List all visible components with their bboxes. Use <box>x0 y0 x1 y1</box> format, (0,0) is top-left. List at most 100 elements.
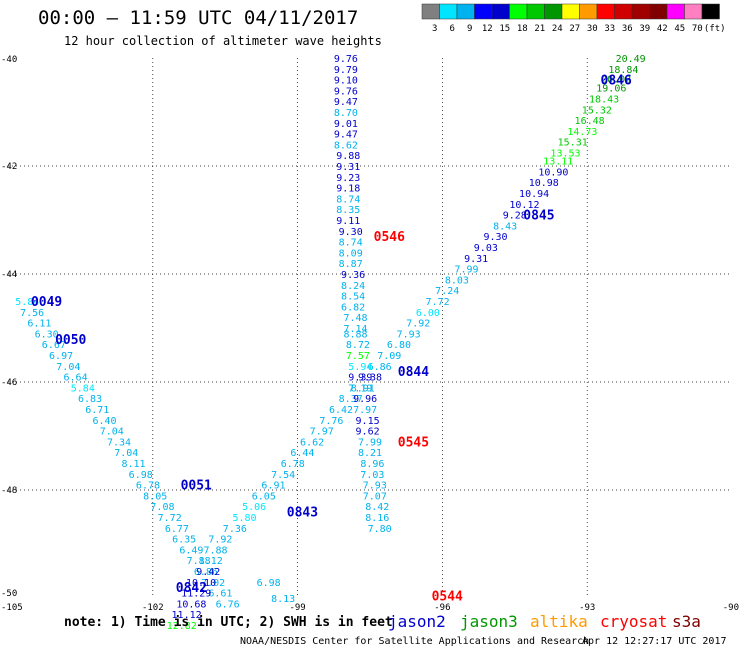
colorbar-label: 21 <box>534 24 545 34</box>
data-point-jason2: 8.11 <box>121 459 145 470</box>
data-point-cryosat: 7.57 <box>346 351 370 362</box>
data-point-cryosat: 8.09 <box>339 248 363 259</box>
data-point-cryosat: 7.14 <box>343 324 367 335</box>
data-point-jason2: 13.11 <box>543 157 573 168</box>
colorbar-swatch <box>491 3 510 20</box>
data-point-jason2: 7.08 <box>150 502 174 513</box>
data-point-jason2: 5.80 <box>232 513 256 524</box>
pass-time-label: 0546 <box>374 230 405 245</box>
x-tick-label: -105 <box>1 603 23 613</box>
data-point-jason2: 10.68 <box>176 599 206 610</box>
colorbar-label: 39 <box>639 24 650 34</box>
colorbar-label: 6 <box>450 24 455 34</box>
pass-time-label: 0843 <box>287 506 318 521</box>
data-point-jason2: 6.98 <box>257 578 281 589</box>
colorbar: 3 6 9 12 15 18 21 24 27 30 33 36 39 42 45 70 (ft) <box>421 3 726 34</box>
data-point-jason2: 18.43 <box>589 95 619 106</box>
data-point-jason2: 6.62 <box>300 437 324 448</box>
data-point-cryosat: 8.62 <box>334 140 358 151</box>
data-point-jason2: 7.72 <box>158 513 182 524</box>
data-point-jason2: 6.35 <box>172 535 196 546</box>
data-point-jason2: 18.84 <box>608 65 638 76</box>
data-point-jason2: 7.88 <box>203 545 227 556</box>
data-point-cryosat: 8.21 <box>358 448 382 459</box>
data-point-cryosat: 9.01 <box>334 119 358 130</box>
data-point-cryosat: 9.36 <box>341 270 365 281</box>
data-point-cryosat: 7.03 <box>360 470 384 481</box>
data-point-cryosat: 7.07 <box>363 491 387 502</box>
legend-altika: altika <box>530 612 588 631</box>
data-point-jason2: 11.29 <box>181 589 211 600</box>
data-point-jason2: 6.83 <box>78 394 102 405</box>
data-point-cryosat: 8.42 <box>365 502 389 513</box>
pass-time-label: 0050 <box>55 333 86 348</box>
data-point-jason2: 10.10 <box>186 578 216 589</box>
data-point-cryosat: 9.76 <box>334 54 358 65</box>
data-point-jason2: 6.40 <box>92 416 116 427</box>
data-point-cryosat: 7.80 <box>368 524 392 535</box>
colorbar-swatch <box>544 3 563 20</box>
data-point-jason2: 5.84 <box>71 383 95 394</box>
data-point-jason2: 7.56 <box>20 308 44 319</box>
data-point-cryosat: 9.11 <box>336 216 360 227</box>
colorbar-swatch <box>649 3 668 20</box>
data-point-cryosat: 8.87 <box>339 259 363 270</box>
y-tick-label: -46 <box>1 378 17 388</box>
data-point-jason2: 8.43 <box>493 221 517 232</box>
data-point-jason2: 6.00 <box>416 308 440 319</box>
data-point-jason2: 10.12 <box>509 200 539 211</box>
data-point-cryosat: 8.91 <box>351 383 375 394</box>
grid <box>8 58 732 598</box>
legend-jason2: jason2 <box>388 612 446 631</box>
data-point-cryosat: 8.54 <box>341 292 365 303</box>
data-point-cryosat: 9.39 <box>348 373 372 384</box>
chart-title: 00:00 — 11:59 UTC 04/11/2017 <box>38 7 358 29</box>
data-point-jason2: 9.38 <box>358 373 382 384</box>
data-point-jason2: 6.61 <box>208 589 232 600</box>
legend-cryosat: cryosat <box>600 612 667 631</box>
data-point-cryosat: 8.24 <box>341 281 365 292</box>
data-point-jason2: 6.42 <box>329 405 353 416</box>
data-point-cryosat: 9.31 <box>336 162 360 173</box>
data-point-jason2: 6.80 <box>387 340 411 351</box>
data-point-jason2: 6.91 <box>261 481 285 492</box>
data-point-jason2: 6.98 <box>129 470 153 481</box>
x-tick-label: -90 <box>723 603 739 613</box>
colorbar-label: (ft) <box>704 24 726 34</box>
data-point-jason2: 9.31 <box>464 254 488 265</box>
data-point-jason2: 11.12 <box>172 610 202 621</box>
data-point-cryosat: 8.96 <box>360 459 384 470</box>
colorbar-swatch <box>526 3 545 20</box>
colorbar-swatch <box>666 3 685 20</box>
data-point-cryosat: 5.94 <box>348 362 372 373</box>
data-point-jason2: 6.05 <box>252 491 276 502</box>
data-point-jason2: 6.78 <box>281 459 305 470</box>
colorbar-swatch <box>579 3 598 20</box>
data-point-jason2: 20.02 <box>601 75 631 86</box>
footer-credit: NOAA/NESDIS Center for Satellite Applica… <box>240 636 589 647</box>
colorbar-label: 45 <box>674 24 685 34</box>
data-point-cryosat: 7.97 <box>353 405 377 416</box>
colorbar-label: 3 <box>432 24 437 34</box>
data-point-jason2: 7.54 <box>271 470 295 481</box>
data-point-jason2: 7.76 <box>319 416 343 427</box>
data-point-jason2: 5.84 <box>15 297 39 308</box>
data-point-cryosat: 9.88 <box>336 151 360 162</box>
data-point-jason2: 6.30 <box>35 329 59 340</box>
data-point-jason2: 7.97 <box>310 427 334 438</box>
data-point-jason2: 7.04 <box>56 362 80 373</box>
data-point-cryosat: 8.72 <box>346 340 370 351</box>
data-point-cryosat: 9.47 <box>334 130 358 141</box>
y-tick-label: -48 <box>1 486 17 496</box>
chart-subtitle: 12 hour collection of altimeter wave hei… <box>64 34 382 48</box>
data-point-jason2: 6.97 <box>49 351 73 362</box>
data-point-jason2: 19.06 <box>596 84 626 95</box>
colorbar-label: 36 <box>622 24 633 34</box>
data-point-jason2: 7.02 <box>201 578 225 589</box>
data-point-jason2: 9.30 <box>483 232 507 243</box>
data-point-cryosat: 8.16 <box>365 513 389 524</box>
data-point-jason2: 6.76 <box>216 599 240 610</box>
colorbar-label: 18 <box>517 24 528 34</box>
y-tick-label: -50 <box>1 589 17 599</box>
